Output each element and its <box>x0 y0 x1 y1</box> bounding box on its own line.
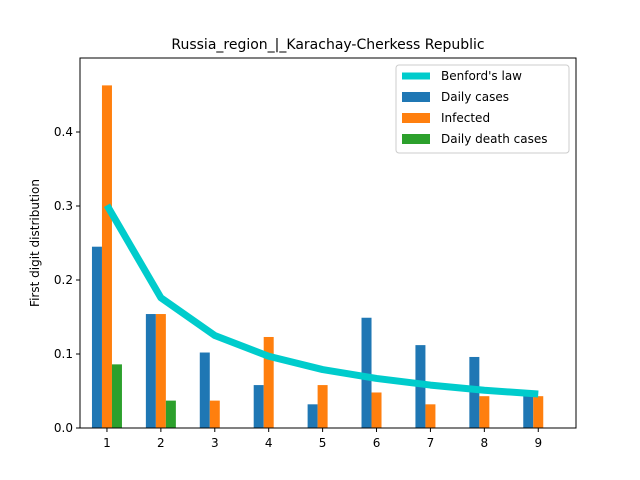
bar-series-3 <box>111 364 176 428</box>
legend-swatch-3 <box>402 134 430 144</box>
benford-law-line <box>103 203 539 398</box>
bar-1-digit-9 <box>523 395 534 428</box>
bar-1-digit-2 <box>145 314 156 428</box>
legend-label: Infected <box>441 111 490 125</box>
bar-1-digit-5 <box>307 404 318 428</box>
legend-label: Daily cases <box>441 90 509 104</box>
x-tick-label: 9 <box>534 436 542 450</box>
x-tick-label: 1 <box>103 436 111 450</box>
bar-2-digit-3 <box>209 400 220 428</box>
bar-3-digit-1 <box>111 364 122 428</box>
legend-swatch-1 <box>402 92 430 102</box>
bar-2-digit-2 <box>155 314 166 428</box>
y-axis-label: First digit distribution <box>28 179 42 307</box>
legend: Benford's law Daily cases Infected Daily de… <box>395 64 570 154</box>
x-tick-label: 4 <box>265 436 273 450</box>
bar-2-digit-1 <box>101 85 112 428</box>
x-tick-label: 5 <box>319 436 327 450</box>
bar-2-digit-7 <box>425 404 436 428</box>
legend-label: Daily death cases <box>441 132 548 146</box>
chart-title: Russia_region_|_Karachay-Cherkess Republ… <box>171 37 484 53</box>
y-tick-label: 0.3 <box>54 199 73 213</box>
bar-2-digit-8 <box>479 396 490 428</box>
axes-frame <box>79 57 577 429</box>
bar-3-digit-2 <box>165 400 176 428</box>
x-tick-label: 6 <box>373 436 381 450</box>
bar-1-digit-1 <box>91 246 102 428</box>
bar-1-digit-6 <box>361 317 372 428</box>
y-tick-label: 0.1 <box>54 347 73 361</box>
bar-series-2 <box>101 85 544 428</box>
legend-box <box>395 64 570 154</box>
bar-2-digit-6 <box>371 392 382 428</box>
bar-2-digit-4 <box>263 336 274 428</box>
plot-area: 1 2 3 4 5 6 7 8 9 0.0 0.1 0.2 0.3 0.4 <box>54 57 577 450</box>
bar-1-digit-3 <box>199 352 210 428</box>
bar-1-digit-4 <box>253 385 264 428</box>
bar-2-digit-9 <box>533 396 544 428</box>
y-tick-label: 0.2 <box>54 273 73 287</box>
legend-label: Benford's law <box>441 69 522 83</box>
y-tick-label: 0.0 <box>54 421 73 435</box>
x-tick-label: 7 <box>427 436 435 450</box>
y-tick-label: 0.4 <box>54 125 73 139</box>
x-tick-label: 3 <box>211 436 219 450</box>
x-tick-label: 2 <box>157 436 165 450</box>
x-tick-label: 8 <box>481 436 489 450</box>
legend-swatch-2 <box>402 113 430 123</box>
bar-2-digit-5 <box>317 385 328 428</box>
